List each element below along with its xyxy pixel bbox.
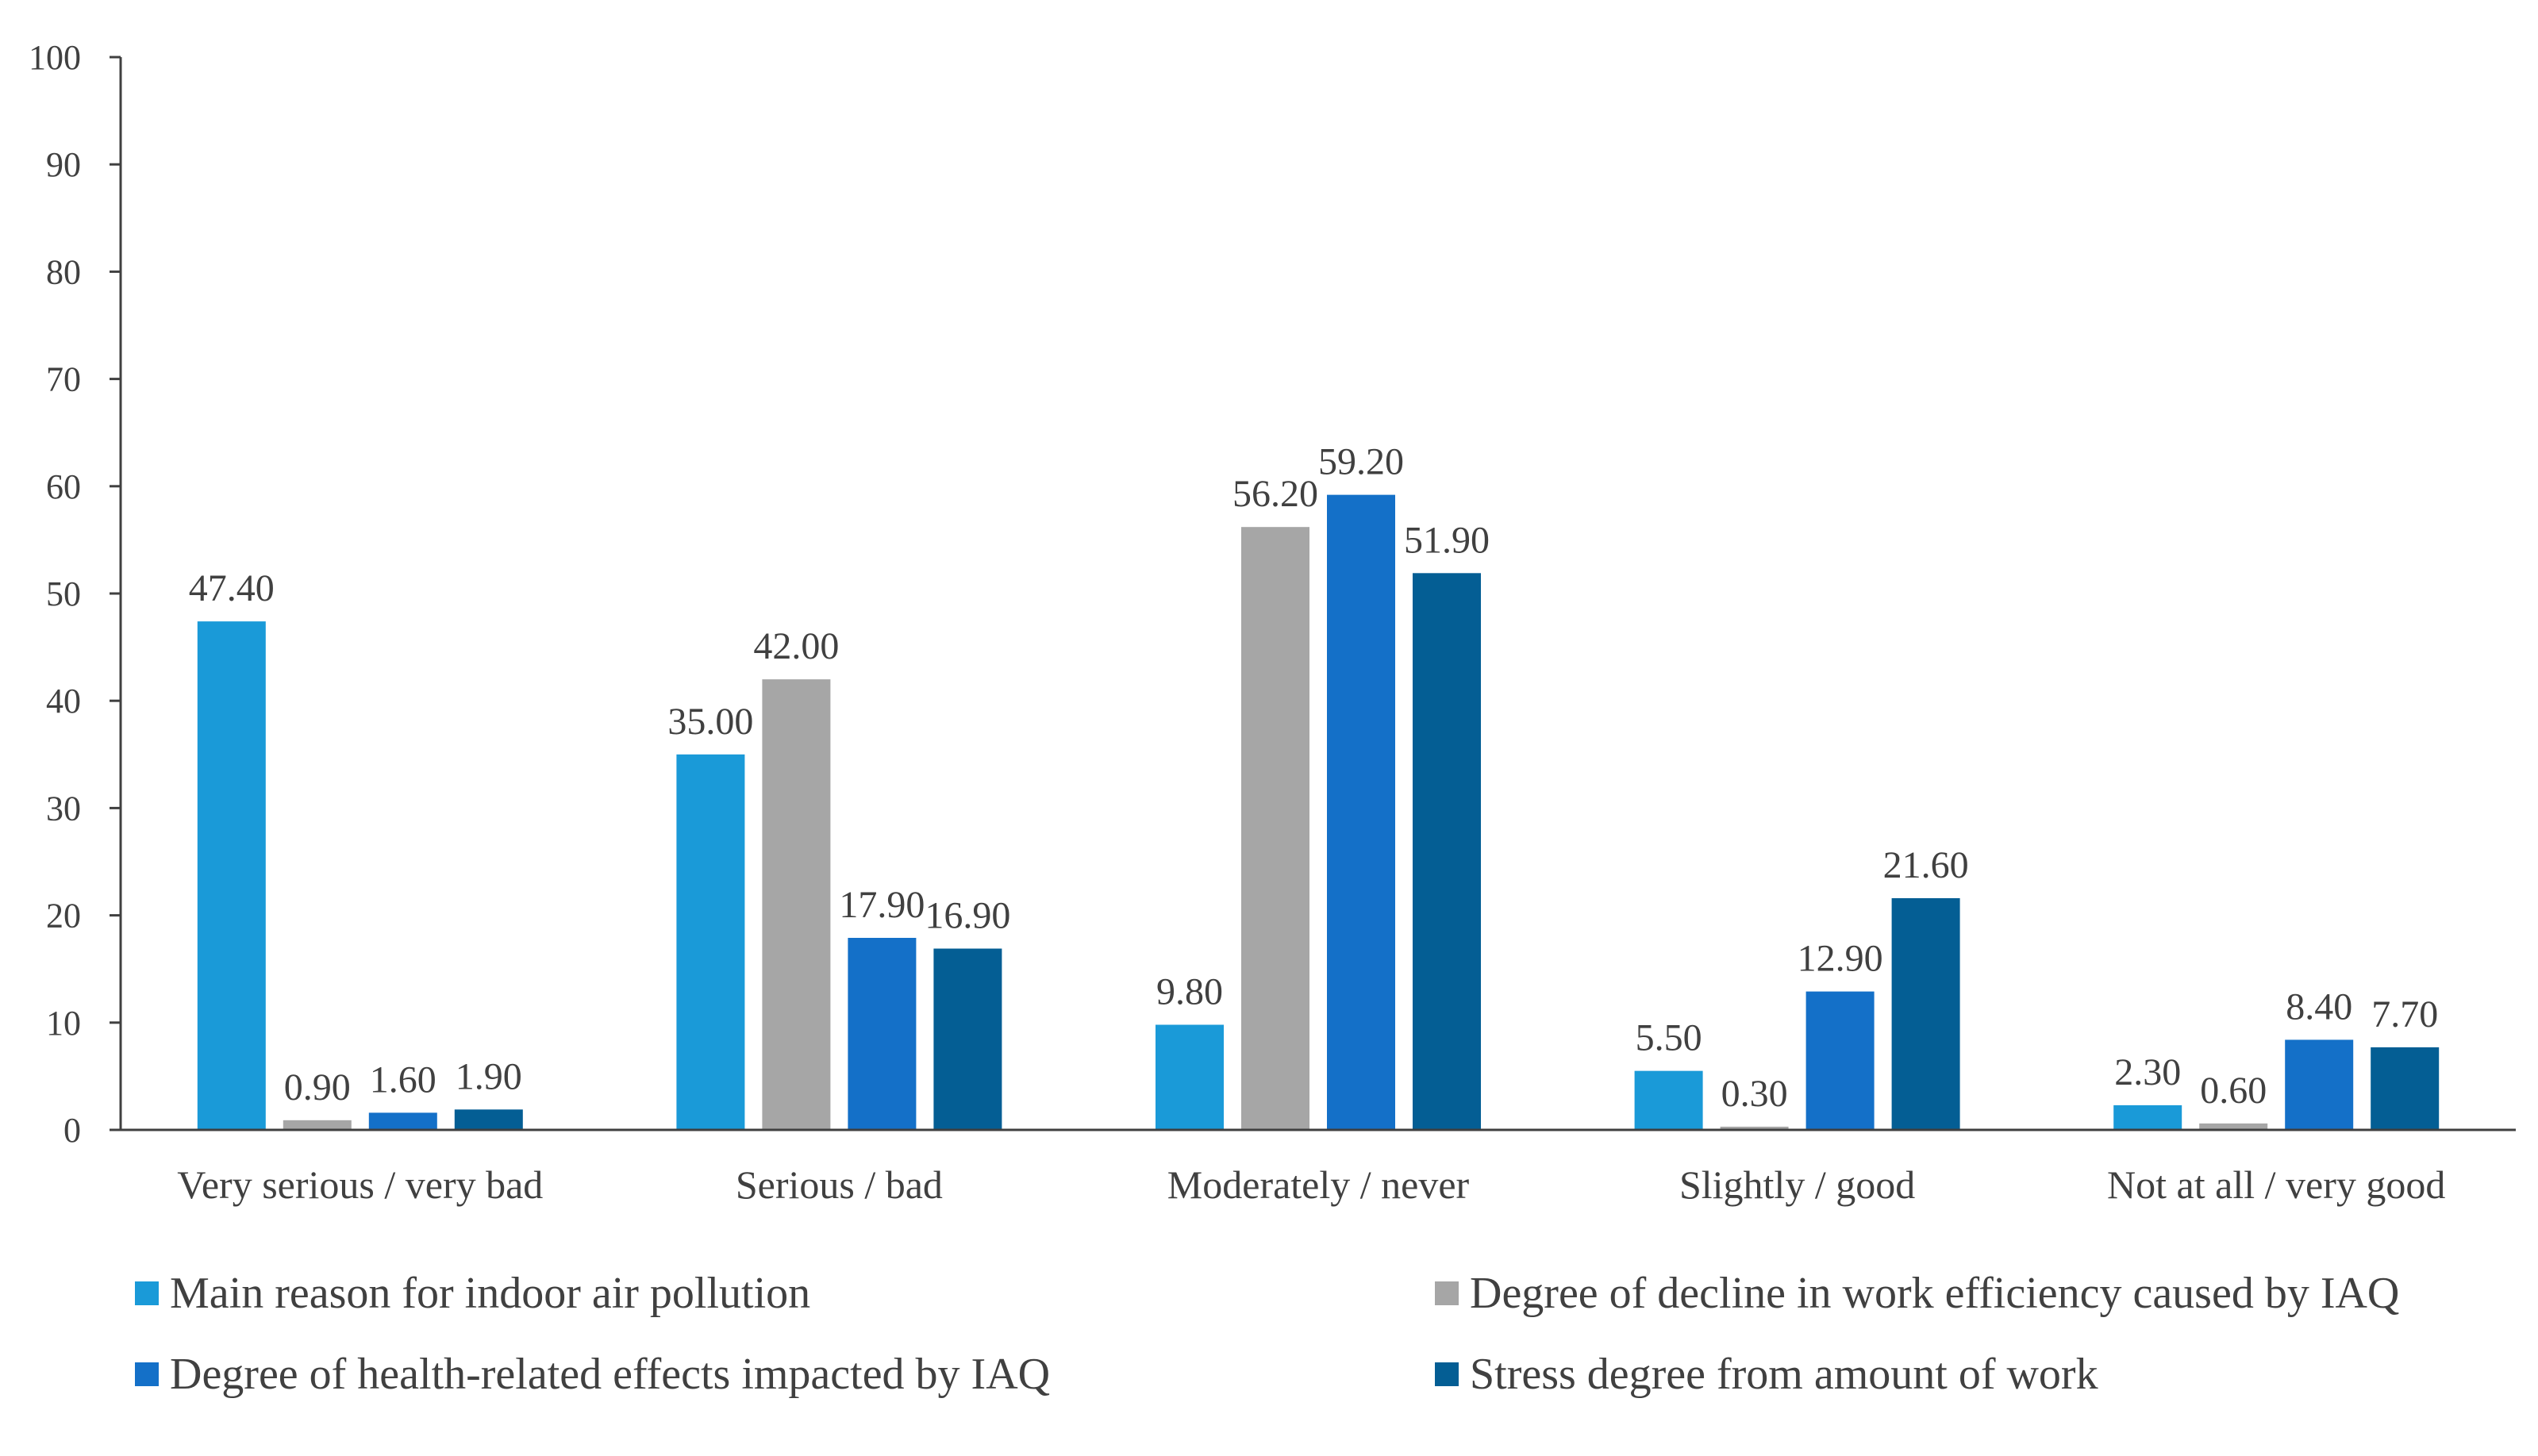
y-axis: 0 10 20 30 40 50 60 70 80 90 100 — [29, 38, 122, 1150]
data-label: 16.90 — [925, 895, 1010, 937]
bar — [368, 1112, 437, 1130]
data-label: 47.40 — [189, 567, 275, 609]
bar — [762, 679, 831, 1130]
data-label: 42.00 — [753, 625, 839, 667]
bar — [1156, 1024, 1224, 1130]
y-tick-label: 60 — [46, 467, 81, 506]
bar — [1720, 1126, 1789, 1130]
bar — [454, 1109, 523, 1130]
bar — [283, 1120, 352, 1130]
legend-label: Stress degree from amount of work — [1470, 1350, 2098, 1399]
legend-swatch — [135, 1281, 159, 1305]
legend-label: Degree of health-related effects impacte… — [170, 1350, 1051, 1399]
bars — [197, 494, 2440, 1130]
data-label: 9.80 — [1156, 971, 1223, 1013]
bar — [676, 754, 745, 1130]
bar — [2113, 1104, 2182, 1130]
data-label: 5.50 — [1636, 1017, 1702, 1059]
legend-item-stress-degree: Stress degree from amount of work — [1435, 1343, 2098, 1406]
data-label: 8.40 — [2286, 985, 2352, 1028]
legend-item-work-efficiency: Degree of decline in work efficiency cau… — [1435, 1262, 2399, 1325]
data-label: 56.20 — [1232, 473, 1318, 515]
x-category-label: Moderately / never — [1167, 1162, 1470, 1207]
data-label: 0.30 — [1721, 1073, 1788, 1115]
data-label: 0.90 — [284, 1066, 351, 1108]
data-label: 59.20 — [1318, 441, 1404, 483]
y-tick-label: 20 — [46, 897, 81, 935]
data-label: 7.70 — [2371, 993, 2438, 1035]
data-label: 21.60 — [1883, 844, 1969, 886]
data-label: 1.90 — [456, 1055, 522, 1097]
legend-label: Degree of decline in work efficiency cau… — [1470, 1269, 2400, 1318]
y-tick-label: 10 — [46, 1004, 81, 1043]
x-category-label: Very serious / very bad — [177, 1162, 543, 1207]
x-category-label: Slightly / good — [1679, 1162, 1915, 1207]
y-tick-label: 40 — [46, 682, 81, 720]
data-label: 17.90 — [839, 884, 925, 926]
legend-swatch — [1435, 1362, 1459, 1386]
bar — [848, 937, 917, 1130]
legend: Main reason for indoor air pollution Deg… — [0, 1262, 2538, 1420]
x-axis: Very serious / very bad Serious / bad Mode… — [121, 1128, 2516, 1207]
y-tick-label: 80 — [46, 252, 81, 291]
legend-swatch — [1435, 1281, 1459, 1305]
data-label: 12.90 — [1798, 938, 1883, 980]
bar — [1241, 527, 1309, 1130]
data-label: 51.90 — [1404, 519, 1490, 561]
data-label: 0.60 — [2200, 1070, 2267, 1112]
data-label: 2.30 — [2114, 1051, 2181, 1093]
y-tick-label: 100 — [29, 38, 81, 77]
bar — [2285, 1039, 2354, 1130]
bar — [2199, 1123, 2268, 1130]
bar — [933, 948, 1002, 1130]
bar — [2371, 1047, 2440, 1130]
y-tick-label: 90 — [46, 145, 81, 184]
legend-item-health-effects: Degree of health-related effects impacte… — [135, 1343, 1050, 1406]
x-category-label: Not at all / very good — [2107, 1162, 2445, 1207]
legend-label: Main reason for indoor air pollution — [170, 1269, 811, 1318]
bar — [197, 621, 266, 1130]
bar — [1891, 897, 1960, 1130]
data-label: 1.60 — [370, 1058, 436, 1101]
legend-item-main-reason: Main reason for indoor air pollution — [135, 1262, 810, 1325]
bar — [1805, 991, 1875, 1130]
y-tick-label: 50 — [46, 574, 81, 613]
x-category-label: Serious / bad — [736, 1162, 943, 1207]
bar — [1413, 573, 1481, 1130]
y-tick-label: 70 — [46, 360, 81, 399]
legend-swatch — [135, 1362, 159, 1386]
bar — [1327, 494, 1395, 1130]
data-label: 35.00 — [667, 701, 753, 743]
bar — [1634, 1070, 1703, 1130]
y-tick-label: 30 — [46, 789, 81, 828]
y-tick-label: 0 — [63, 1111, 81, 1150]
